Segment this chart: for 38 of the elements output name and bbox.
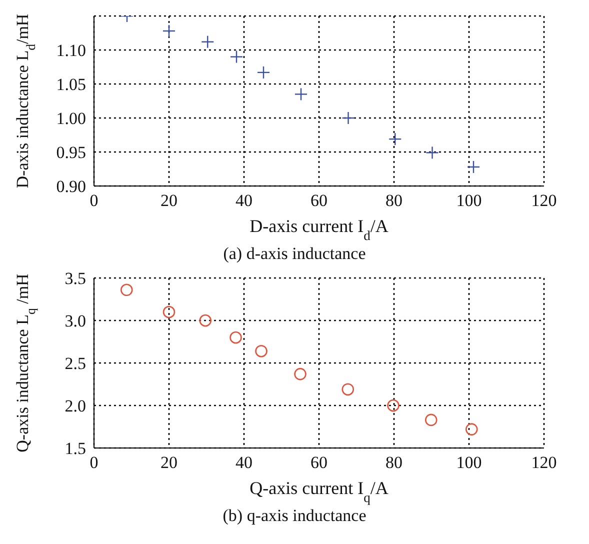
y-tick-label: 2.5 — [64, 354, 86, 374]
x-axis-title: Q-axis current I$_{q}$/A — [250, 478, 388, 504]
y-tick-label: 1.5 — [64, 439, 86, 458]
y-tick-label: 1.10 — [56, 41, 86, 60]
x-tick-label: 20 — [160, 453, 178, 472]
point — [255, 344, 268, 358]
x-tick-label: 0 — [90, 453, 98, 472]
x-tick-label: 80 — [386, 453, 402, 472]
point — [162, 306, 176, 318]
x-tick-label: 80 — [386, 191, 402, 210]
point — [120, 284, 133, 296]
text: (b) q-axis inductance — [222, 506, 368, 527]
x-tick-label: 40 — [236, 191, 252, 210]
y-tick-label: 2.0 — [64, 396, 86, 416]
point — [199, 314, 212, 327]
x-tick-label: 100 — [456, 191, 482, 210]
y-tick-label: 3.0 — [64, 312, 86, 331]
x-tick-label: 0 — [90, 191, 98, 210]
y-tick-label: 0.95 — [56, 143, 86, 162]
x-axis-title: D-axis current I$_{d}$/A — [250, 216, 388, 242]
point — [342, 383, 354, 396]
point — [387, 399, 400, 412]
y-tick-label: 0.90 — [56, 177, 86, 196]
y-tick-label: 1.00 — [56, 109, 86, 128]
point — [465, 423, 478, 436]
x-tick-label: 20 — [160, 191, 178, 210]
x-tick-label: 60 — [310, 453, 328, 472]
x-tick-label: 100 — [456, 453, 482, 472]
x-tick-label: 60 — [310, 191, 328, 210]
y-tick-label: 3.5 — [64, 269, 86, 288]
x-tick-label: 120 — [531, 453, 557, 472]
x-tick-label: 120 — [531, 191, 557, 210]
text: (a) d-axis inductance — [222, 244, 367, 265]
point — [424, 414, 438, 426]
point — [230, 331, 242, 344]
y-tick-label: 1.05 — [56, 75, 86, 94]
point — [294, 368, 306, 380]
x-tick-label: 40 — [236, 453, 252, 472]
